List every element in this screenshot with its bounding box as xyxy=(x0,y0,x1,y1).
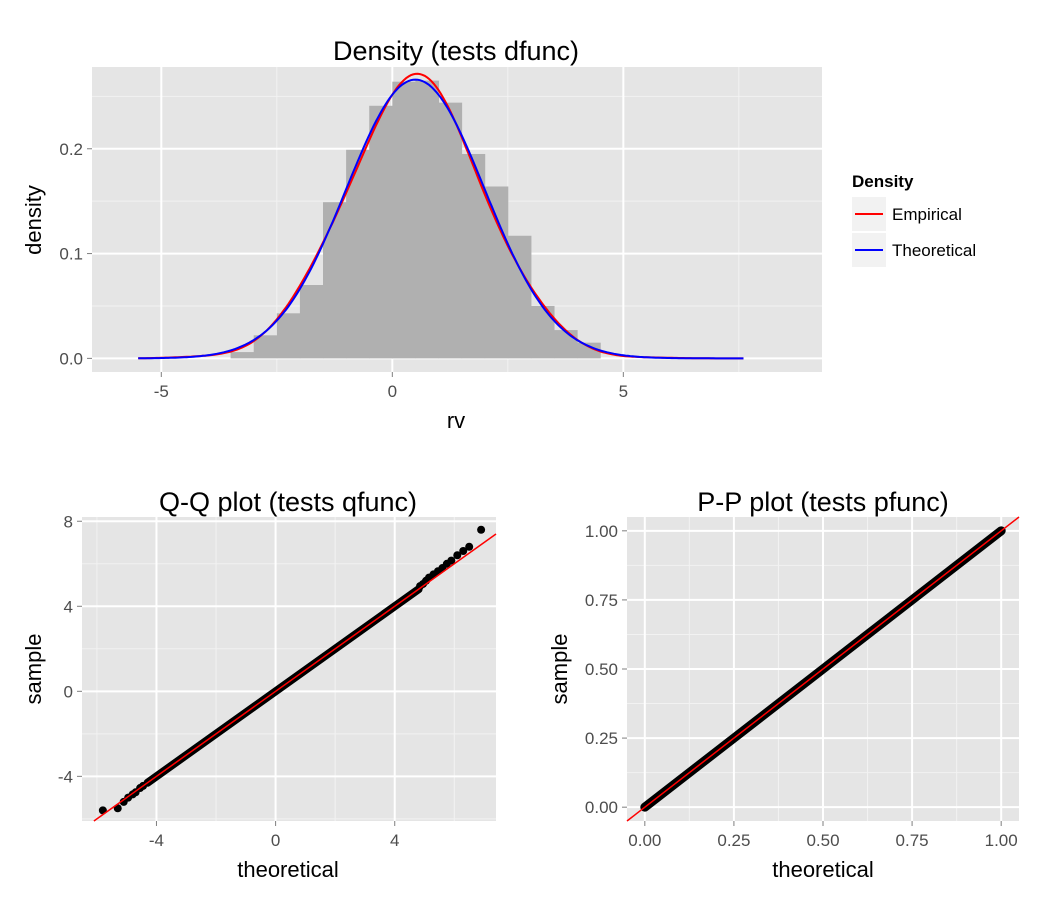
pp-panel: P-P plot (tests pfunc) 0.00 0.25 0.50 0.75 1… xyxy=(547,487,1020,882)
qq-x-axis-title: theoretical xyxy=(237,857,339,882)
histogram-bar xyxy=(577,342,601,359)
qq-x-tick-label: 0 xyxy=(271,831,280,850)
histogram-bar xyxy=(230,352,255,359)
histogram-bar xyxy=(323,202,347,359)
histogram-bar xyxy=(369,105,393,359)
pp-y-tick-label: 0.50 xyxy=(585,660,618,679)
pp-y-ticks: 0.00 0.25 0.50 0.75 1.00 xyxy=(585,522,627,817)
qq-x-ticks: -4 0 4 xyxy=(149,821,399,850)
histogram-bar xyxy=(484,186,509,359)
qq-point xyxy=(477,525,486,534)
qq-grid xyxy=(82,517,496,821)
density-x-tick-label: 0 xyxy=(388,382,397,401)
legend-label-theoretical: Theoretical xyxy=(892,241,976,260)
density-y-ticks: 0.0 0.1 0.2 xyxy=(59,140,92,368)
qq-point xyxy=(453,551,462,560)
qq-x-tick-label: -4 xyxy=(149,831,164,850)
density-x-ticks: -5 0 5 xyxy=(154,372,628,401)
pp-x-tick-label: 0.25 xyxy=(717,831,750,850)
density-panel: Density (tests dfunc) 0.00.10.2 -5 0 5 rv … xyxy=(21,36,976,433)
qq-panel: Q-Q plot (tests qfunc) -4 0 4 8 -4 0 4 theore… xyxy=(21,487,497,882)
density-x-tick-label: 5 xyxy=(619,382,628,401)
histogram-bar xyxy=(438,102,463,359)
pp-y-tick-label: 0.00 xyxy=(585,798,618,817)
pp-y-tick-label: 0.25 xyxy=(585,729,618,748)
pp-x-axis-title: theoretical xyxy=(772,857,874,882)
pp-reference-line-path xyxy=(626,516,1020,822)
pp-y-tick-label: 1.00 xyxy=(585,522,618,541)
histogram-bar xyxy=(346,149,370,359)
qq-y-tick-label: 0 xyxy=(64,682,73,701)
qq-point xyxy=(459,547,468,556)
pp-y-axis-title: sample xyxy=(547,634,572,705)
qq-reference-line-path xyxy=(93,533,497,822)
histogram-bar xyxy=(507,235,532,359)
qq-y-tick-label: 8 xyxy=(64,512,73,531)
pp-x-tick-label: 1.00 xyxy=(985,831,1018,850)
density-curves xyxy=(138,72,744,360)
histogram-bar xyxy=(276,313,301,359)
histogram-bar xyxy=(392,81,416,359)
density-y-tick-label: 0.2 xyxy=(59,140,83,159)
density-y-tick-label: 0.0 xyxy=(59,349,83,368)
density-legend: Density Empirical Theoretical xyxy=(852,172,976,267)
qq-title: Q-Q plot (tests qfunc) xyxy=(159,487,417,517)
pp-reference-line xyxy=(626,516,1020,822)
qq-y-tick-label: 4 xyxy=(64,597,73,616)
histogram-bar xyxy=(253,335,278,359)
density-x-axis-title: rv xyxy=(447,408,465,433)
pp-x-tick-label: 0.75 xyxy=(896,831,929,850)
qq-x-tick-label: 4 xyxy=(390,831,399,850)
legend-title: Density xyxy=(852,172,914,191)
qq-point xyxy=(465,542,474,551)
legend-label-empirical: Empirical xyxy=(892,205,962,224)
pp-title: P-P plot (tests pfunc) xyxy=(697,487,949,517)
qq-y-ticks: -4 0 4 8 xyxy=(58,512,82,786)
histogram-bar xyxy=(415,80,440,359)
qq-y-tick-label: -4 xyxy=(58,767,73,786)
qq-point xyxy=(447,556,456,565)
density-title: Density (tests dfunc) xyxy=(333,36,579,66)
pp-x-tick-label: 0.00 xyxy=(628,831,661,850)
density-line-theoretical xyxy=(138,78,744,360)
density-y-tick-label: 0.1 xyxy=(59,245,83,264)
pp-x-ticks: 0.00 0.25 0.50 0.75 1.00 xyxy=(628,821,1018,850)
histogram-bar xyxy=(461,153,486,359)
qq-y-axis-title: sample xyxy=(21,634,46,705)
qq-reference-line xyxy=(93,533,497,822)
histogram-bar xyxy=(554,330,578,359)
histogram-bar xyxy=(299,285,324,359)
pp-x-tick-label: 0.50 xyxy=(806,831,839,850)
histogram-bar xyxy=(530,305,555,359)
pp-y-tick-label: 0.75 xyxy=(585,591,618,610)
qq-plot-area xyxy=(82,517,496,821)
density-x-tick-label: -5 xyxy=(154,382,169,401)
density-y-axis-title: density xyxy=(21,185,46,255)
